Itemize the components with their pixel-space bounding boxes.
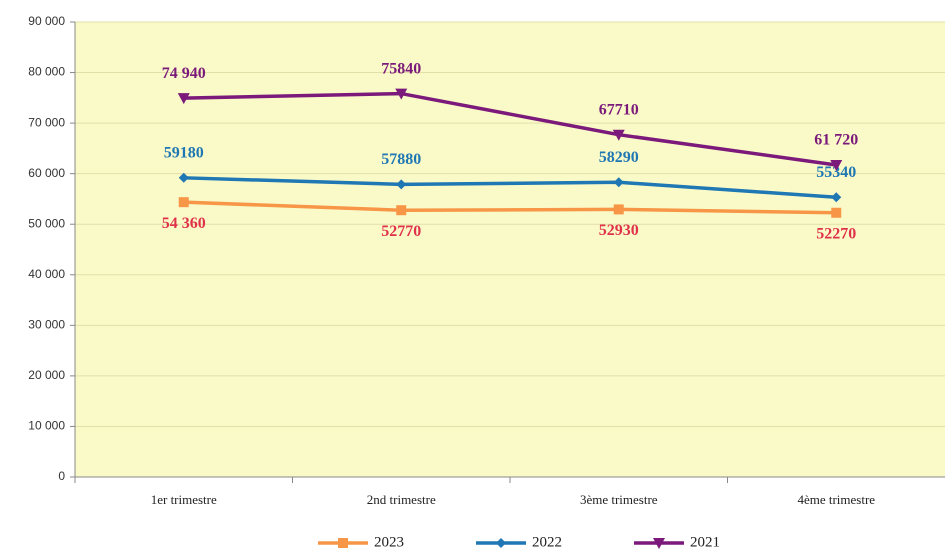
marker [396, 205, 407, 216]
marker [178, 197, 189, 208]
value-label: 52770 [381, 223, 421, 240]
legend-marker [653, 538, 665, 549]
legend-label: 2023 [374, 534, 404, 549]
value-label: 61 720 [814, 132, 858, 149]
value-label: 55340 [816, 164, 856, 181]
legend-marker [338, 538, 348, 548]
y-tick-label: 10 000 [28, 419, 65, 433]
plot-area [75, 22, 945, 477]
legend-marker [496, 538, 506, 548]
value-label: 58290 [599, 149, 639, 166]
marker [830, 159, 843, 171]
marker [612, 129, 625, 141]
value-label: 52930 [599, 222, 639, 239]
line [183, 91, 837, 167]
marker [613, 204, 624, 215]
x-tick-label: 2nd trimestre [367, 492, 436, 507]
legend-label: 2022 [532, 534, 562, 549]
legend-label: 2021 [690, 534, 720, 549]
value-label: 74 940 [162, 65, 206, 82]
y-tick-label: 50 000 [28, 216, 65, 230]
marker [831, 192, 842, 203]
y-tick-label: 80 000 [28, 65, 65, 79]
y-tick-label: 60 000 [28, 166, 65, 180]
marker [396, 179, 407, 190]
y-tick-label: 40 000 [28, 267, 65, 281]
marker [831, 207, 842, 218]
value-label: 52270 [816, 225, 856, 242]
x-tick-label: 3ème trimestre [580, 492, 658, 507]
y-tick-label: 0 [58, 469, 65, 483]
marker [178, 172, 189, 183]
y-tick-label: 90 000 [28, 14, 65, 28]
value-label: 59180 [164, 144, 204, 161]
line [183, 176, 837, 199]
marker [177, 93, 190, 105]
line [183, 200, 837, 215]
value-label: 57880 [381, 151, 421, 168]
marker [613, 177, 624, 188]
value-label: 67710 [599, 101, 639, 118]
y-tick-label: 20 000 [28, 368, 65, 382]
value-label: 75840 [381, 60, 421, 77]
y-tick-label: 70 000 [28, 115, 65, 129]
x-tick-label: 4ème trimestre [797, 492, 875, 507]
value-label: 54 360 [162, 215, 206, 232]
y-tick-label: 30 000 [28, 318, 65, 332]
marker [395, 88, 408, 100]
x-tick-label: 1er trimestre [151, 492, 217, 507]
